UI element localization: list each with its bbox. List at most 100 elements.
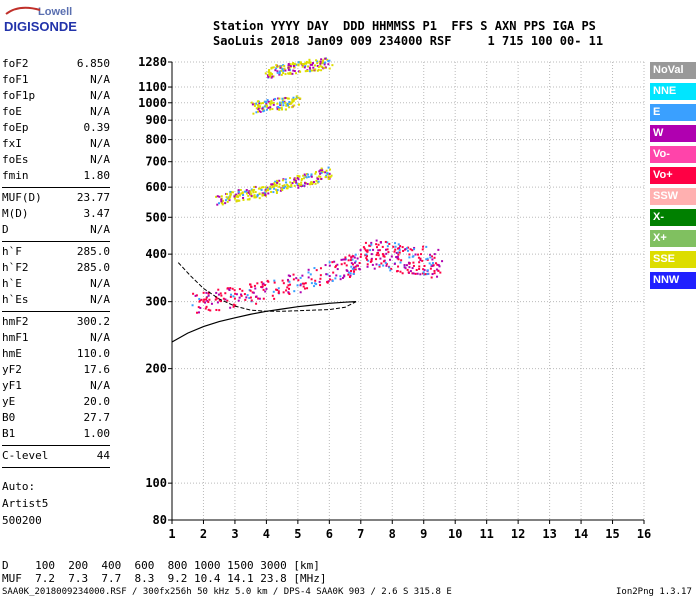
param-value: 27.7 bbox=[83, 411, 111, 424]
echo-point bbox=[268, 73, 271, 76]
echo-point bbox=[314, 279, 317, 282]
echo-point bbox=[412, 272, 415, 275]
echo-point bbox=[325, 273, 328, 276]
echo-point bbox=[368, 244, 371, 247]
echo-point bbox=[230, 293, 233, 296]
echo-point bbox=[239, 189, 242, 192]
x-tick-label: 16 bbox=[637, 527, 651, 541]
echo-point bbox=[323, 63, 326, 66]
echo-point bbox=[415, 268, 418, 271]
echo-point bbox=[226, 299, 229, 302]
echo-point bbox=[330, 174, 333, 177]
echo-point bbox=[306, 61, 309, 64]
echo-point bbox=[218, 309, 221, 312]
legend-item: NNE bbox=[650, 83, 696, 100]
echo-point bbox=[377, 254, 380, 257]
echo-point bbox=[397, 243, 400, 246]
param-row: foF1p N/A bbox=[2, 89, 110, 105]
echo-point bbox=[207, 301, 210, 304]
echo-point bbox=[321, 60, 324, 63]
echo-point bbox=[407, 261, 410, 264]
echo-point bbox=[232, 295, 235, 298]
echo-point bbox=[409, 248, 412, 251]
echo-point bbox=[215, 308, 218, 311]
echo-point bbox=[306, 173, 309, 176]
param-row: foE N/A bbox=[2, 105, 110, 121]
echo-point bbox=[331, 64, 334, 67]
echo-point bbox=[191, 304, 194, 307]
echo-point bbox=[270, 72, 273, 75]
echo-point bbox=[385, 264, 388, 267]
echo-point bbox=[429, 256, 432, 259]
echo-point bbox=[276, 288, 279, 291]
echo-point bbox=[293, 66, 296, 69]
echo-point bbox=[281, 68, 284, 71]
echo-point bbox=[324, 175, 327, 178]
param-value: 285.0 bbox=[76, 245, 110, 258]
echo-point bbox=[305, 176, 308, 179]
echo-point bbox=[316, 60, 319, 63]
echo-point bbox=[216, 301, 219, 304]
echo-point bbox=[264, 186, 267, 189]
echo-point bbox=[412, 255, 415, 258]
echo-point bbox=[375, 258, 378, 261]
echo-point bbox=[250, 193, 253, 196]
echo-point bbox=[291, 72, 294, 75]
echo-point bbox=[245, 189, 248, 192]
echo-point bbox=[242, 193, 245, 196]
echo-point bbox=[265, 287, 268, 290]
echo-point bbox=[399, 270, 402, 273]
echo-point bbox=[205, 298, 208, 301]
param-row: M(D) 3.47 bbox=[2, 207, 110, 223]
param-value: 0.39 bbox=[83, 121, 111, 134]
echo-point bbox=[248, 197, 251, 200]
echo-point bbox=[350, 262, 353, 265]
echo-point bbox=[276, 102, 279, 105]
echo-point bbox=[251, 291, 254, 294]
echo-point bbox=[408, 266, 411, 269]
echo-point bbox=[277, 108, 280, 111]
echo-point bbox=[359, 255, 362, 258]
echo-point bbox=[340, 263, 343, 266]
echo-point bbox=[252, 191, 255, 194]
echo-point bbox=[342, 258, 345, 261]
echo-point bbox=[202, 300, 205, 303]
echo-point bbox=[233, 195, 236, 198]
echo-point bbox=[266, 99, 269, 102]
echo-point bbox=[273, 297, 276, 300]
echo-point bbox=[273, 281, 276, 284]
digisonde-logo: Lowell DIGISONDE bbox=[4, 6, 77, 46]
echo-point bbox=[278, 97, 281, 100]
echo-point bbox=[327, 63, 330, 66]
echo-point bbox=[320, 167, 323, 170]
echo-point bbox=[433, 269, 436, 272]
echo-point bbox=[331, 261, 334, 264]
echo-point bbox=[292, 100, 295, 103]
param-key: foF1 bbox=[2, 73, 29, 86]
x-tick-label: 9 bbox=[420, 527, 427, 541]
echo-point bbox=[307, 175, 310, 178]
echo-point bbox=[301, 184, 304, 187]
param-row: B1 1.00 bbox=[2, 427, 110, 443]
echo-cluster-spread-f bbox=[358, 239, 444, 279]
echo-point bbox=[281, 189, 284, 192]
echo-point bbox=[283, 65, 286, 68]
echo-point bbox=[422, 271, 425, 274]
echo-point bbox=[218, 195, 221, 198]
x-tick-label: 7 bbox=[357, 527, 364, 541]
echo-point bbox=[398, 248, 401, 251]
echo-point bbox=[375, 253, 378, 256]
echo-point bbox=[235, 199, 238, 202]
auto-version: 500200 bbox=[2, 514, 42, 527]
echo-point bbox=[418, 261, 421, 264]
echo-point bbox=[283, 67, 286, 70]
echo-point bbox=[418, 267, 421, 270]
echo-point bbox=[278, 106, 281, 109]
echo-point bbox=[265, 102, 268, 105]
echo-point bbox=[334, 277, 337, 280]
echo-point bbox=[297, 178, 300, 181]
echo-point bbox=[386, 248, 389, 251]
echo-point bbox=[238, 288, 241, 291]
echo-point bbox=[396, 247, 399, 250]
x-tick-label: 14 bbox=[574, 527, 588, 541]
